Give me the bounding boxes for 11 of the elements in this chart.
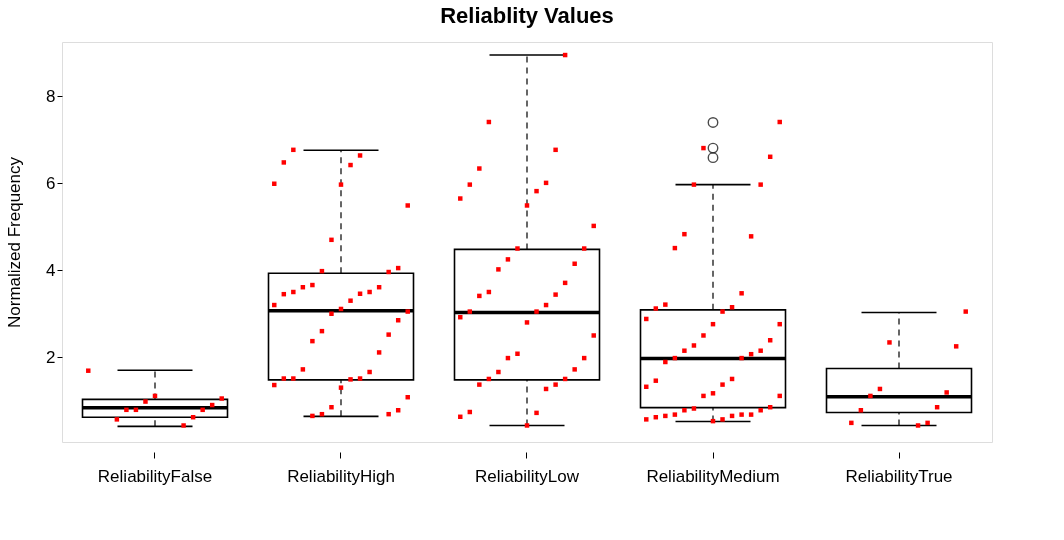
- y-tick-label: 6: [46, 173, 56, 193]
- y-tick-label: 2: [46, 347, 56, 367]
- y-axis-title: Normalized Frequency: [5, 156, 25, 329]
- x-tick-label: ReliabilityTrue: [845, 466, 953, 486]
- chart-title: Reliablity Values: [440, 3, 614, 28]
- y-tick-label: 8: [46, 86, 56, 106]
- x-tick-label: ReliabilityHigh: [287, 466, 395, 486]
- x-tick-label: ReliabilityFalse: [97, 466, 213, 486]
- y-tick-label: 4: [46, 260, 56, 280]
- x-tick-label: ReliabilityLow: [475, 466, 580, 486]
- x-tick-label: ReliabilityMedium: [646, 466, 780, 486]
